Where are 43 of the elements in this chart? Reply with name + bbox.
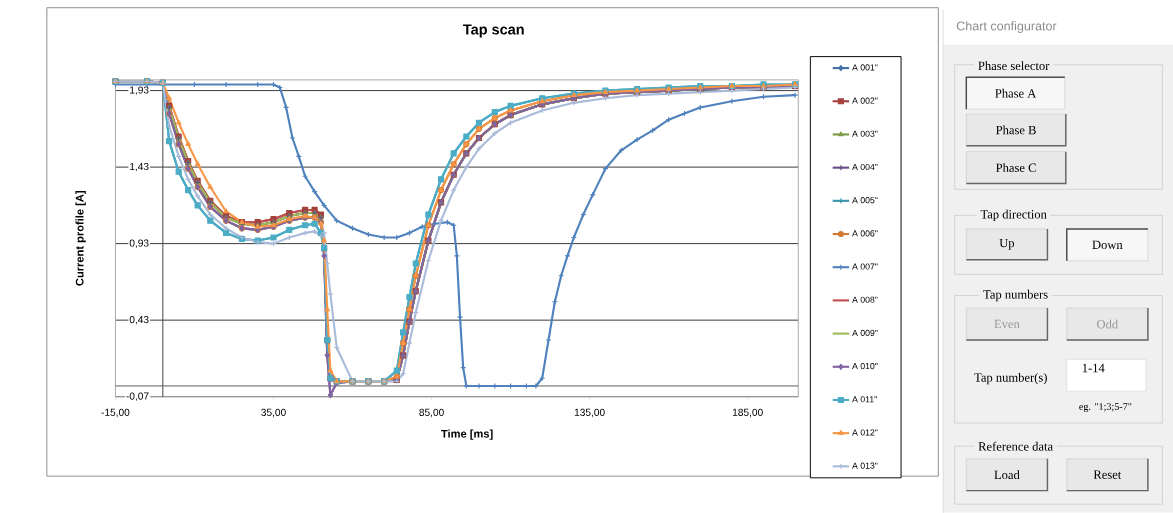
text: Phase selector xyxy=(978,61,1050,71)
x-tick-label: -15,00 xyxy=(101,408,130,418)
legend-label: A 002" xyxy=(852,97,878,104)
legend-label: A 007" xyxy=(852,263,878,270)
text: Odd xyxy=(1097,319,1118,329)
y-tick-label: -0,07 xyxy=(126,392,149,401)
y-axis-title: Current profile [A] xyxy=(75,191,86,286)
legend-label: A 010" xyxy=(852,363,878,370)
legend-label: A 001" xyxy=(852,64,878,71)
y-tick-label: 1,43 xyxy=(130,163,149,172)
text: Phase B xyxy=(996,125,1036,135)
x-tick-label: 35,00 xyxy=(261,408,286,418)
legend-label: A 003" xyxy=(852,130,878,137)
text: Tap number(s) xyxy=(974,373,1047,385)
y-tick-label: 1,93 xyxy=(130,86,149,95)
y-tick-label: 0,43 xyxy=(129,316,149,325)
legend-label: A 012" xyxy=(852,429,878,436)
legend-label: A 011" xyxy=(852,396,877,403)
text: Phase A xyxy=(995,88,1037,98)
y-tick-label: 0,93 xyxy=(129,239,149,248)
text: Down xyxy=(1092,240,1123,250)
legend-label: A 005" xyxy=(852,197,878,204)
text: Reference data xyxy=(978,441,1053,451)
legend-label: A 006" xyxy=(852,230,878,237)
text: Chart configurator xyxy=(956,21,1057,33)
legend-label: A 009" xyxy=(852,329,878,337)
x-tick-label: 85,00 xyxy=(419,408,444,418)
legend-label: A 013" xyxy=(852,462,878,469)
text: eg. "1;3;5-7" xyxy=(1079,403,1132,413)
text: Reset xyxy=(1093,470,1122,479)
text: 1-14 xyxy=(1082,363,1105,373)
x-tick-label: 185,00 xyxy=(732,408,763,418)
text: Tap direction xyxy=(980,209,1047,222)
text: Even xyxy=(994,319,1020,329)
chart-title: Tap scan xyxy=(463,24,524,38)
text: Up xyxy=(999,238,1015,250)
legend-label: A 008" xyxy=(852,296,878,303)
text: Load xyxy=(994,470,1020,480)
x-tick-label: 135,00 xyxy=(574,408,605,418)
text: Phase C xyxy=(996,163,1036,173)
x-axis-title: Time [ms] xyxy=(441,429,493,440)
legend-label: A 004" xyxy=(852,163,878,171)
text: Tap numbers xyxy=(983,289,1048,302)
